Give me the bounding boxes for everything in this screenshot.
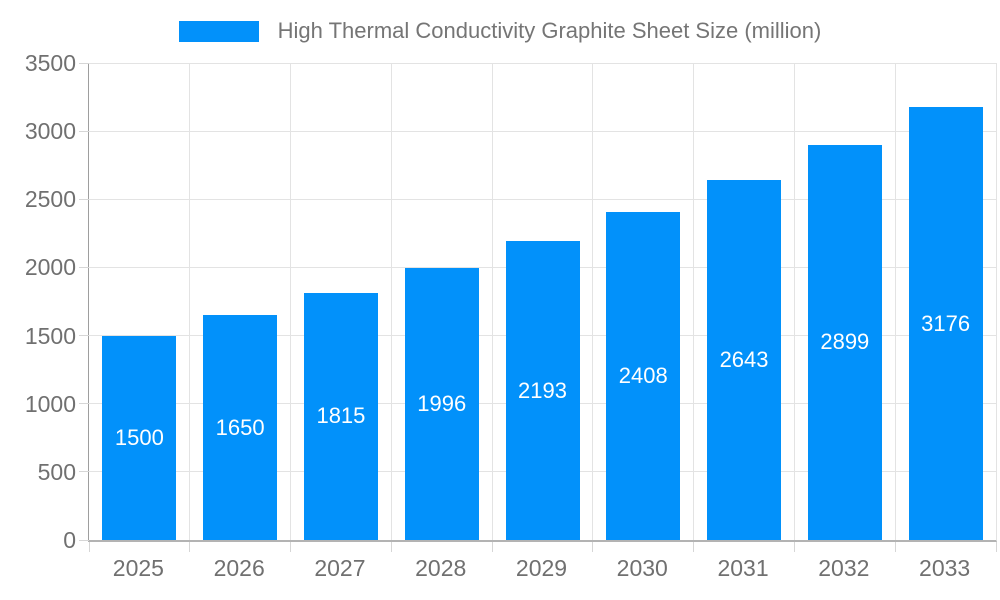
x-axis-tick-label: 2030	[616, 555, 668, 581]
x-axis-tick-label: 2029	[515, 555, 568, 581]
legend-swatch	[178, 20, 259, 42]
x-axis-tick	[693, 542, 695, 552]
y-axis-tick	[79, 130, 89, 132]
gridline-vertical	[290, 63, 292, 540]
gridline-vertical	[693, 63, 695, 540]
bar-value-label: 2193	[518, 377, 567, 403]
y-axis-tick-label: 1500	[24, 322, 76, 349]
x-axis-tick-label: 2033	[919, 555, 971, 581]
x-axis-tick	[491, 542, 493, 552]
y-axis-tick	[79, 471, 89, 473]
y-axis-tick	[79, 266, 89, 268]
bar-value-label: 1815	[316, 403, 366, 429]
gridline-horizontal	[89, 198, 996, 200]
bar-2031: 2643	[707, 179, 782, 540]
x-axis-tick-label: 2026	[213, 555, 265, 581]
gridline-vertical	[592, 63, 594, 540]
x-axis-tick-label: 2027	[314, 555, 366, 581]
bar-value-label: 1650	[215, 414, 265, 440]
bar-value-label: 2408	[618, 362, 668, 388]
x-axis-tick	[390, 542, 392, 552]
bar-2030: 2408	[606, 211, 681, 540]
y-axis-tick-label: 3000	[24, 118, 76, 145]
x-axis-tick-label: 2032	[818, 555, 870, 581]
plot-area: 1500 1650 1815 1996 2193 2408 2643 2899 3176	[79, 62, 997, 552]
x-axis-tick-label: 2025	[112, 555, 164, 581]
y-axis-tick	[79, 335, 89, 337]
bar-value-label: 1500	[114, 424, 164, 450]
y-axis-tick-label: 2000	[24, 254, 76, 281]
chart-legend: High Thermal Conductivity Graphite Sheet…	[0, 18, 1000, 44]
y-axis-tick-label: 3500	[24, 50, 76, 76]
x-axis-tick-label: 2028	[415, 555, 467, 581]
y-axis-tick	[79, 539, 89, 541]
bar-2029: 2193	[505, 241, 580, 540]
gridline-vertical	[793, 63, 795, 540]
bar-value-label: 2643	[719, 346, 769, 372]
gridline-vertical	[390, 63, 392, 540]
bar-2025: 1500	[102, 335, 177, 540]
bar-value-label: 1996	[417, 390, 467, 416]
gridline-horizontal	[89, 62, 996, 64]
bar-2033: 3176	[908, 107, 983, 540]
y-axis-tick	[79, 403, 89, 405]
gridline-vertical	[491, 63, 493, 540]
y-axis-tick-label: 2500	[24, 186, 76, 213]
gridline-vertical	[189, 63, 191, 540]
bar-value-label: 3176	[921, 310, 971, 336]
bar-2027: 1815	[303, 292, 378, 540]
y-axis-tick	[79, 62, 89, 64]
bar-2032: 2899	[807, 144, 882, 540]
y-axis-tick-label: 500	[37, 458, 76, 485]
x-axis-tick	[894, 542, 896, 552]
x-axis-tick	[793, 542, 795, 552]
x-axis-tick-label: 2031	[717, 555, 769, 581]
gridline-vertical	[894, 63, 896, 540]
gridline-horizontal	[89, 130, 996, 132]
x-axis-tick	[88, 542, 90, 552]
bar-2028: 1996	[404, 267, 479, 540]
bar-2026: 1650	[203, 315, 278, 540]
y-axis-tick	[79, 198, 89, 200]
x-axis-tick	[592, 542, 594, 552]
bar-value-label: 2899	[820, 329, 870, 355]
x-axis-tick	[189, 542, 191, 552]
legend-label: High Thermal Conductivity Graphite Sheet…	[277, 18, 822, 43]
y-axis-tick-label: 1000	[24, 390, 76, 417]
x-axis-tick	[995, 542, 997, 552]
y-axis-tick-label: 0	[63, 527, 76, 553]
x-axis-tick	[290, 542, 292, 552]
